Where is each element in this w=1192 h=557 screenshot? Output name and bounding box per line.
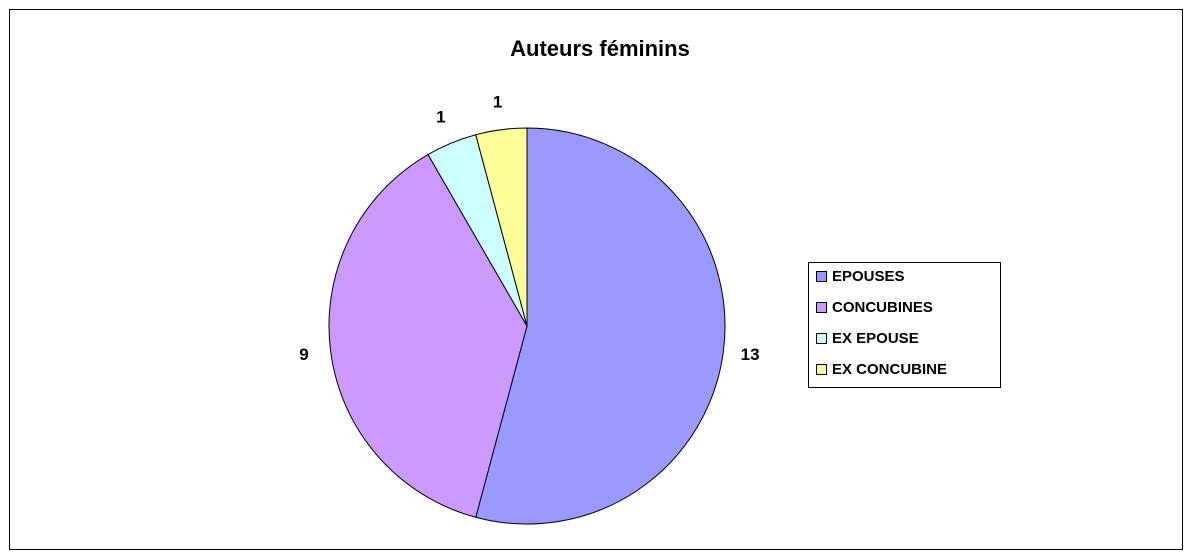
pie-slice xyxy=(328,153,528,518)
legend-swatch xyxy=(816,271,827,282)
legend-swatch xyxy=(816,333,827,344)
pie-slice xyxy=(475,127,726,525)
data-label: 1 xyxy=(436,108,445,127)
legend-swatch xyxy=(816,302,827,313)
legend-label: EX CONCUBINE xyxy=(832,361,947,378)
pie-slice xyxy=(475,127,528,327)
chart-title: Auteurs féminins xyxy=(510,36,690,61)
legend-label: EX EPOUSE xyxy=(832,330,919,347)
data-label: 9 xyxy=(299,345,308,364)
data-label: 1 xyxy=(493,92,502,111)
legend-swatch xyxy=(816,364,827,375)
legend-box xyxy=(808,262,1001,388)
legend-label: EPOUSES xyxy=(832,268,905,285)
data-label: 13 xyxy=(741,345,760,364)
legend-label: CONCUBINES xyxy=(832,299,933,316)
